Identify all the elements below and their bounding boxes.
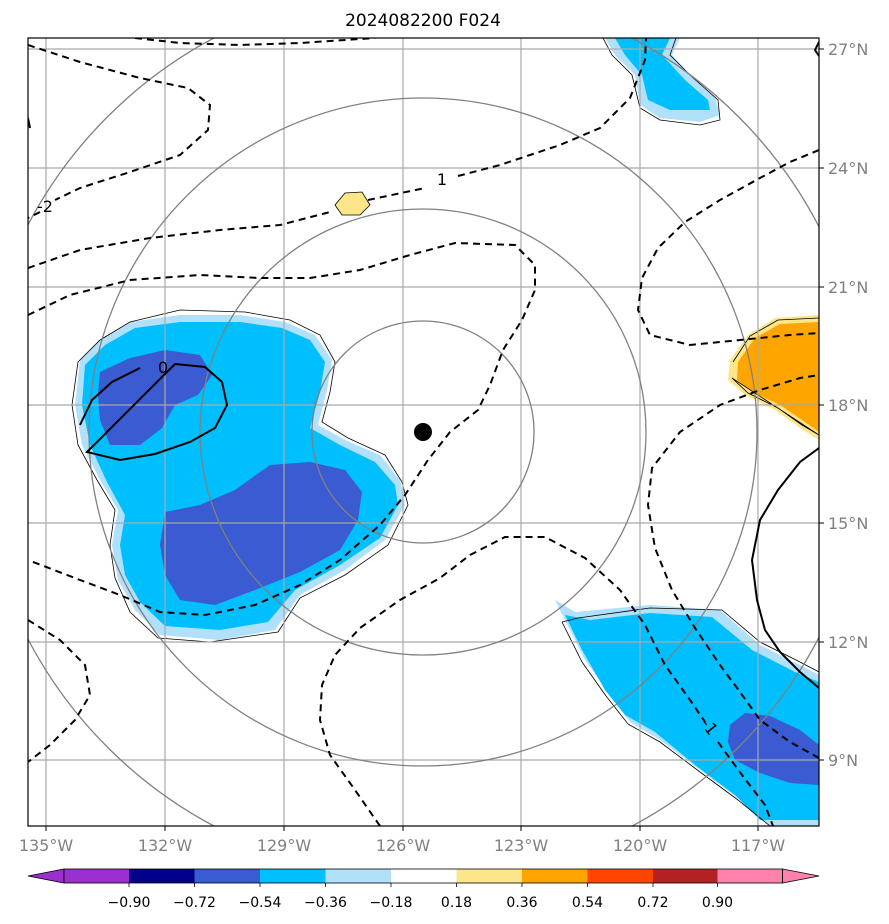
contour-dashed-minus2 (28, 44, 212, 219)
contour-dashed-center (28, 241, 536, 617)
colorbar-segment (325, 869, 391, 883)
x-tick-labels: 135°W 132°W 129°W 126°W 123°W 120°W 117°… (19, 836, 786, 855)
range-ring-2 (199, 208, 647, 656)
gridlines (28, 38, 819, 826)
contour-solid-corner (813, 41, 819, 57)
contour-dashed-south (318, 536, 774, 826)
outline-southeast (561, 607, 819, 826)
contour-label-0: 0 (158, 358, 168, 377)
colorbar-label: −0.18 (370, 895, 413, 911)
dark-blue-region-west-south (160, 462, 362, 605)
colorbar-frame (63, 868, 783, 884)
storm-center-marker (414, 423, 432, 441)
contour-dashed-1-north (28, 38, 647, 269)
y-tick-label: 21°N (828, 278, 868, 297)
filled-regions (75, 38, 819, 826)
colorbar-extend-low (27, 868, 65, 884)
dashed-contours (28, 38, 819, 826)
x-tick-label: 129°W (257, 836, 312, 855)
colorbar-label: −0.72 (173, 895, 216, 911)
colorbar-segment (129, 869, 195, 883)
colorbar-segment (260, 869, 326, 883)
contour-dashed-top (134, 38, 376, 47)
colorbar-segment (587, 869, 653, 883)
y-tick-label: 24°N (828, 159, 868, 178)
colorbar-label: 0.18 (441, 895, 472, 911)
colorbar-extend-high (782, 868, 820, 884)
colorbar-segment (391, 869, 457, 883)
contour-solid-east (750, 447, 819, 689)
colorbar-ticks (128, 883, 718, 887)
orange-region-outline (731, 317, 819, 436)
yellow-region-small (334, 191, 371, 216)
chart-title: 2024082200 F024 (345, 11, 501, 31)
contour-dashed-east-outer (636, 149, 819, 347)
colorbar-segment (653, 869, 718, 883)
colorbar-segment (64, 869, 129, 883)
contour-label-minus2: -2 (37, 197, 53, 216)
x-tick-label: 120°W (613, 836, 668, 855)
region-outlines (71, 38, 819, 826)
colorbar-label: 0.90 (702, 895, 733, 911)
y-tick-label: 12°N (828, 633, 868, 652)
outline-north (602, 38, 721, 126)
x-tick-label: 135°W (19, 836, 74, 855)
colorbar-label: −0.90 (108, 895, 151, 911)
contour-solid-zero (79, 362, 229, 462)
colorbar-label: 0.36 (506, 895, 537, 911)
y-tick-label: 15°N (828, 514, 868, 533)
x-tick-label: 132°W (138, 836, 193, 855)
dark-blue-region-southeast (728, 713, 819, 785)
colorbar: −0.90 −0.72 −0.54 −0.36 −0.18 0.18 0.36 … (27, 868, 820, 911)
colorbar-segment (456, 869, 522, 883)
colorbar-segment (194, 869, 260, 883)
x-tick-label: 117°W (731, 836, 786, 855)
contour-label-1: 1 (437, 170, 447, 189)
range-ring-3 (88, 97, 758, 767)
y-tick-label: 18°N (828, 396, 868, 415)
y-tick-labels: 27°N 24°N 21°N 18°N 15°N 12°N 9°N (828, 40, 868, 770)
colorbar-label: 0.72 (637, 895, 668, 911)
blue-region-southeast (565, 613, 819, 820)
range-rings (28, 38, 819, 826)
y-tick-label: 9°N (828, 751, 858, 770)
colorbar-segment (717, 869, 783, 883)
x-tick-label: 126°W (376, 836, 431, 855)
plot-frame (27, 37, 820, 827)
colorbar-label: 0.54 (572, 895, 603, 911)
contour-dashed-sw (28, 619, 92, 763)
colorbar-segment (522, 869, 588, 883)
colorbar-label: −0.36 (304, 895, 347, 911)
range-ring-1 (311, 320, 535, 544)
colorbar-label: −0.54 (239, 895, 282, 911)
x-tick-label: 123°W (494, 836, 549, 855)
y-tick-label: 27°N (828, 40, 868, 59)
outline-west (71, 309, 409, 643)
blue-region-north (615, 38, 710, 110)
tick-marks (45, 48, 824, 831)
